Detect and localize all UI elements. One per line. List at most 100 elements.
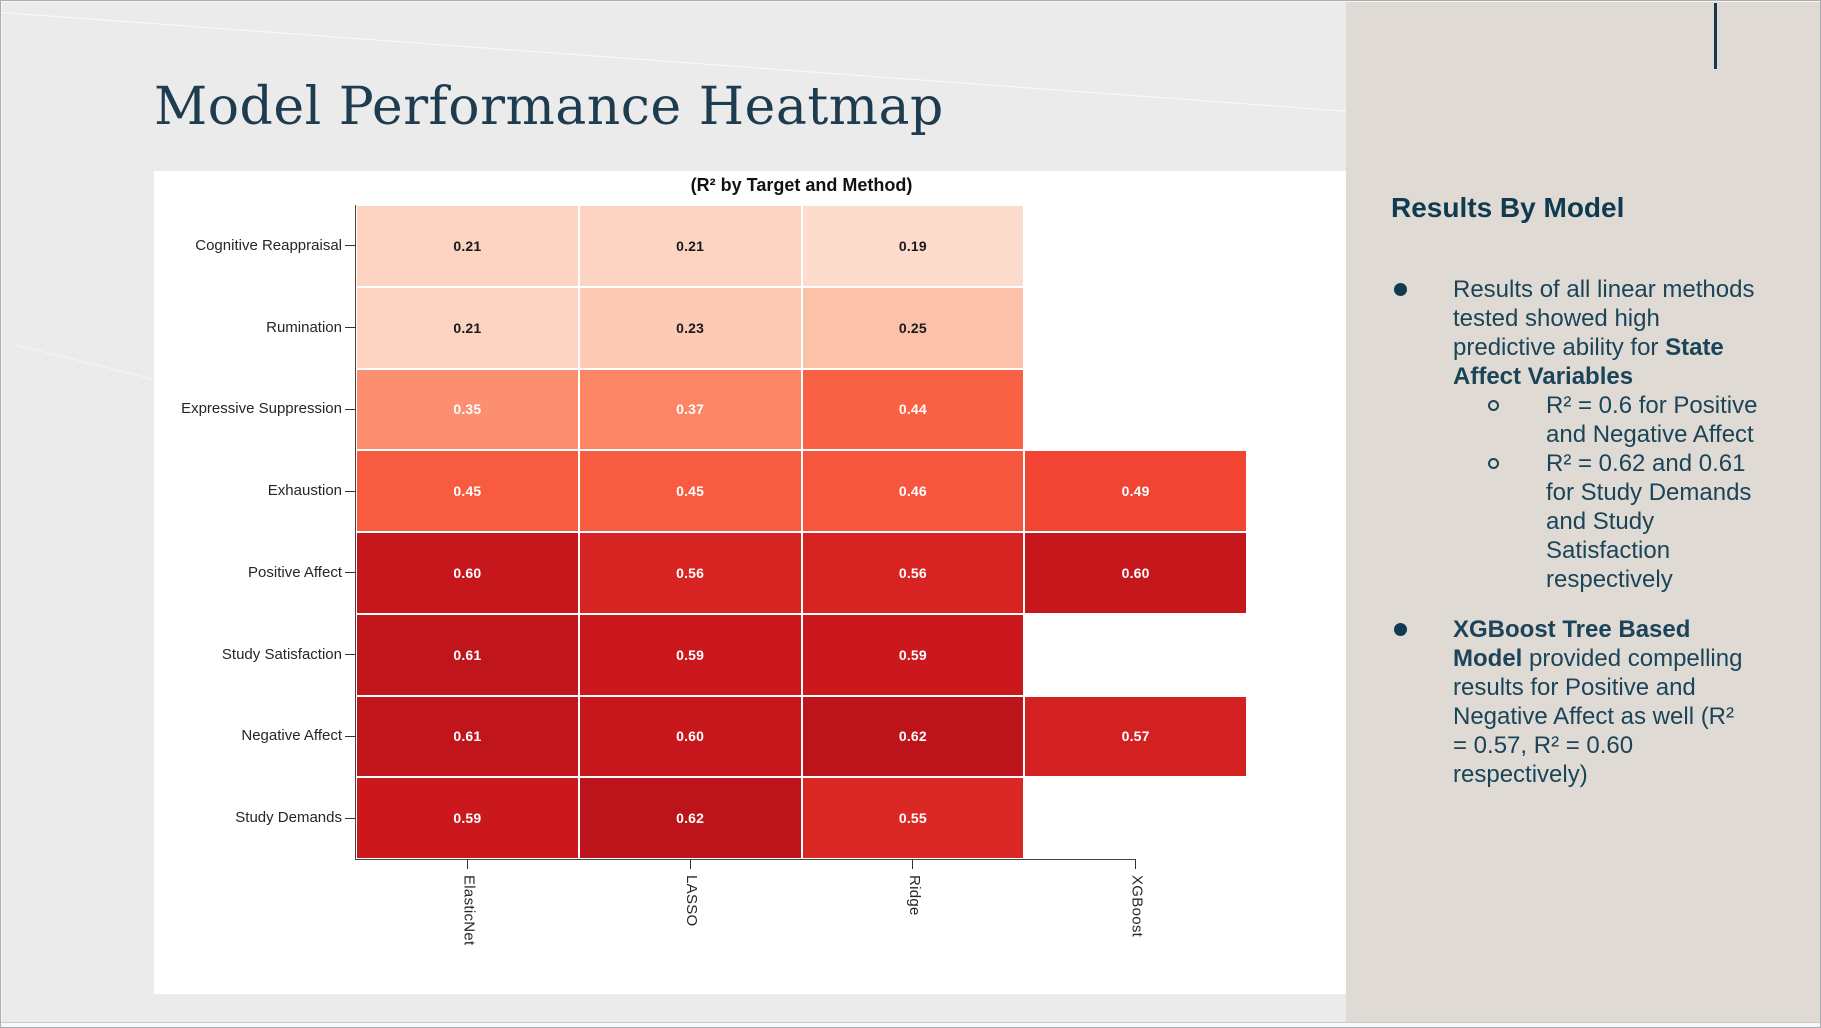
heatmap-cell-value: 0.60	[453, 564, 482, 581]
heatmap-cell: 0.46	[801, 450, 1025, 532]
heatmap-cell: 0.61	[356, 695, 579, 778]
hollow-circle-bullet-icon	[1488, 400, 1499, 411]
heatmap-cell-value: 0.37	[676, 401, 705, 418]
heatmap-cell: 0.62	[578, 777, 802, 859]
bullet-text-line: Model provided compelling	[1453, 645, 1743, 672]
y-axis-tick	[345, 735, 356, 737]
heatmap-cell-value: 0.62	[676, 810, 705, 827]
y-axis-label: Rumination	[266, 318, 342, 336]
x-axis-spine	[355, 859, 1136, 860]
panel-heading: Results By Model	[1391, 192, 1625, 223]
heatmap-cell: 0.59	[578, 613, 802, 696]
y-axis-tick	[345, 654, 356, 656]
x-axis-label: ElasticNet	[460, 875, 478, 946]
heatmap-cell-value: 0.44	[898, 401, 927, 418]
heatmap-cell: 0.23	[578, 286, 802, 369]
y-axis-label: Positive Affect	[248, 563, 342, 581]
heatmap-cell-value: 0.60	[1121, 564, 1150, 581]
bullet-list: Results of all linear methods tested show…	[1346, 275, 1820, 810]
heatmap-cell-value: 0.62	[898, 728, 927, 745]
heatmap-cell: 0.56	[578, 532, 802, 614]
heatmap-cell-value: 0.25	[898, 319, 927, 336]
heatmap-cell: 0.60	[578, 695, 802, 778]
filled-circle-bullet-icon	[1394, 283, 1407, 296]
y-axis-tick	[345, 817, 356, 819]
x-axis-label: Ridge	[905, 875, 923, 916]
results-text-panel[interactable]: Results By Model Results of all linear m…	[1346, 2, 1820, 1022]
heatmap-cell-value: 0.23	[676, 319, 705, 336]
bullet-text-line: Satisfaction	[1546, 537, 1671, 564]
heatmap-cell: 0.21	[356, 205, 579, 287]
y-axis-tick	[345, 572, 356, 574]
heatmap-chart[interactable]: (R² by Target and Method) 0.21 0.21 0.19 0.…	[154, 171, 1346, 994]
filled-circle-bullet-icon	[1394, 623, 1407, 636]
bullet-text-line: Affect Variables	[1453, 363, 1634, 390]
bullet-text-line: and Negative Affect	[1546, 421, 1754, 448]
x-axis-tick	[689, 859, 691, 869]
y-axis-label: Exhaustion	[267, 482, 342, 500]
bullet-text-line: R² = 0.6 for Positive	[1346, 391, 1820, 420]
heatmap-cell-value: 0.49	[1121, 483, 1150, 500]
heatmap-cell: 0.45	[356, 450, 579, 532]
y-axis-label: Study Demands	[235, 809, 342, 827]
x-axis-label: LASSO	[683, 875, 701, 927]
hollow-circle-bullet-icon	[1488, 458, 1499, 469]
slide-background: Model Performance Heatmap (R² by Target …	[2, 2, 1346, 1022]
x-axis-label: XGBoost	[1128, 875, 1146, 938]
heatmap-cell-value: 0.61	[453, 728, 482, 745]
bullet-text-line: Negative Affect as well (R²	[1453, 703, 1735, 730]
heatmap-cell-value: 0.60	[676, 728, 705, 745]
y-axis-tick	[345, 327, 356, 329]
heatmap-cell: 0.59	[801, 613, 1025, 696]
bullet-text-line: = 0.57, R² = 0.60	[1453, 732, 1634, 759]
bottom-strip	[1, 1022, 1820, 1027]
bullet-item: Results of all linear methods tested show…	[1346, 275, 1820, 594]
heatmap-cell: 0.25	[801, 286, 1025, 369]
heatmap-cell-value: 0.56	[676, 564, 705, 581]
bullet-text-line: tested showed high	[1453, 305, 1660, 332]
y-axis-tick	[345, 245, 356, 247]
heatmap-cell-value: 0.59	[453, 810, 482, 827]
y-axis-label: Negative Affect	[241, 727, 342, 745]
bullet-text-line: R² = 0.62 and 0.61	[1346, 449, 1820, 478]
heatmap-cell: 0.21	[578, 205, 802, 287]
heatmap-cell-value: 0.59	[676, 646, 705, 663]
heatmap-cell: 0.62	[801, 695, 1025, 778]
heatmap-cell-value: 0.57	[1121, 728, 1150, 745]
bullet-text-line: predictive ability for State	[1453, 334, 1724, 361]
heatmap-cell-value: 0.55	[898, 810, 927, 827]
slide-title[interactable]: Model Performance Heatmap	[154, 77, 944, 137]
bullet-text-line: results for Positive and	[1453, 674, 1696, 701]
heatmap-cell: 0.61	[356, 613, 579, 696]
heatmap-cell: 0.44	[801, 368, 1025, 451]
heatmap-cell: 0.45	[578, 450, 802, 532]
heatmap-cell-value: 0.56	[898, 564, 927, 581]
heatmap-cell-value: 0.35	[453, 401, 482, 418]
heatmap-cell-value: 0.45	[676, 483, 705, 500]
heatmap-cell-value: 0.61	[453, 646, 482, 663]
heatmap-cell: 0.55	[801, 777, 1025, 859]
y-axis-label: Study Satisfaction	[221, 645, 342, 663]
heatmap-cell-value: 0.21	[453, 237, 482, 254]
heatmap-cell-value: 0.45	[453, 483, 482, 500]
heatmap-cell: 0.59	[356, 777, 579, 859]
chart-title: (R² by Target and Method)	[690, 175, 913, 195]
x-axis-tick	[912, 859, 914, 869]
y-axis-label: Expressive Suppression	[181, 400, 342, 418]
bullet-item: XGBoost Tree Based Model provided compell…	[1346, 615, 1820, 789]
heatmap-cell-value: 0.46	[898, 483, 927, 500]
heatmap-cell: 0.37	[578, 368, 802, 451]
heatmap-cell: 0.60	[356, 532, 579, 614]
heatmap-cell: 0.56	[801, 532, 1025, 614]
y-axis-label: Cognitive Reappraisal	[195, 236, 342, 254]
heatmap-cell: 0.49	[1024, 450, 1247, 532]
x-axis-tick	[466, 859, 468, 869]
bullet-text-line: for Study Demands	[1546, 479, 1752, 506]
heatmap-cell: 0.60	[1024, 532, 1247, 614]
heatmap-cell-value: 0.19	[898, 237, 927, 254]
y-axis-tick	[345, 408, 356, 410]
bullet-text-line: respectively	[1546, 566, 1673, 593]
bullet-text-line: XGBoost Tree Based	[1346, 615, 1820, 644]
heatmap-cell: 0.19	[801, 205, 1025, 287]
